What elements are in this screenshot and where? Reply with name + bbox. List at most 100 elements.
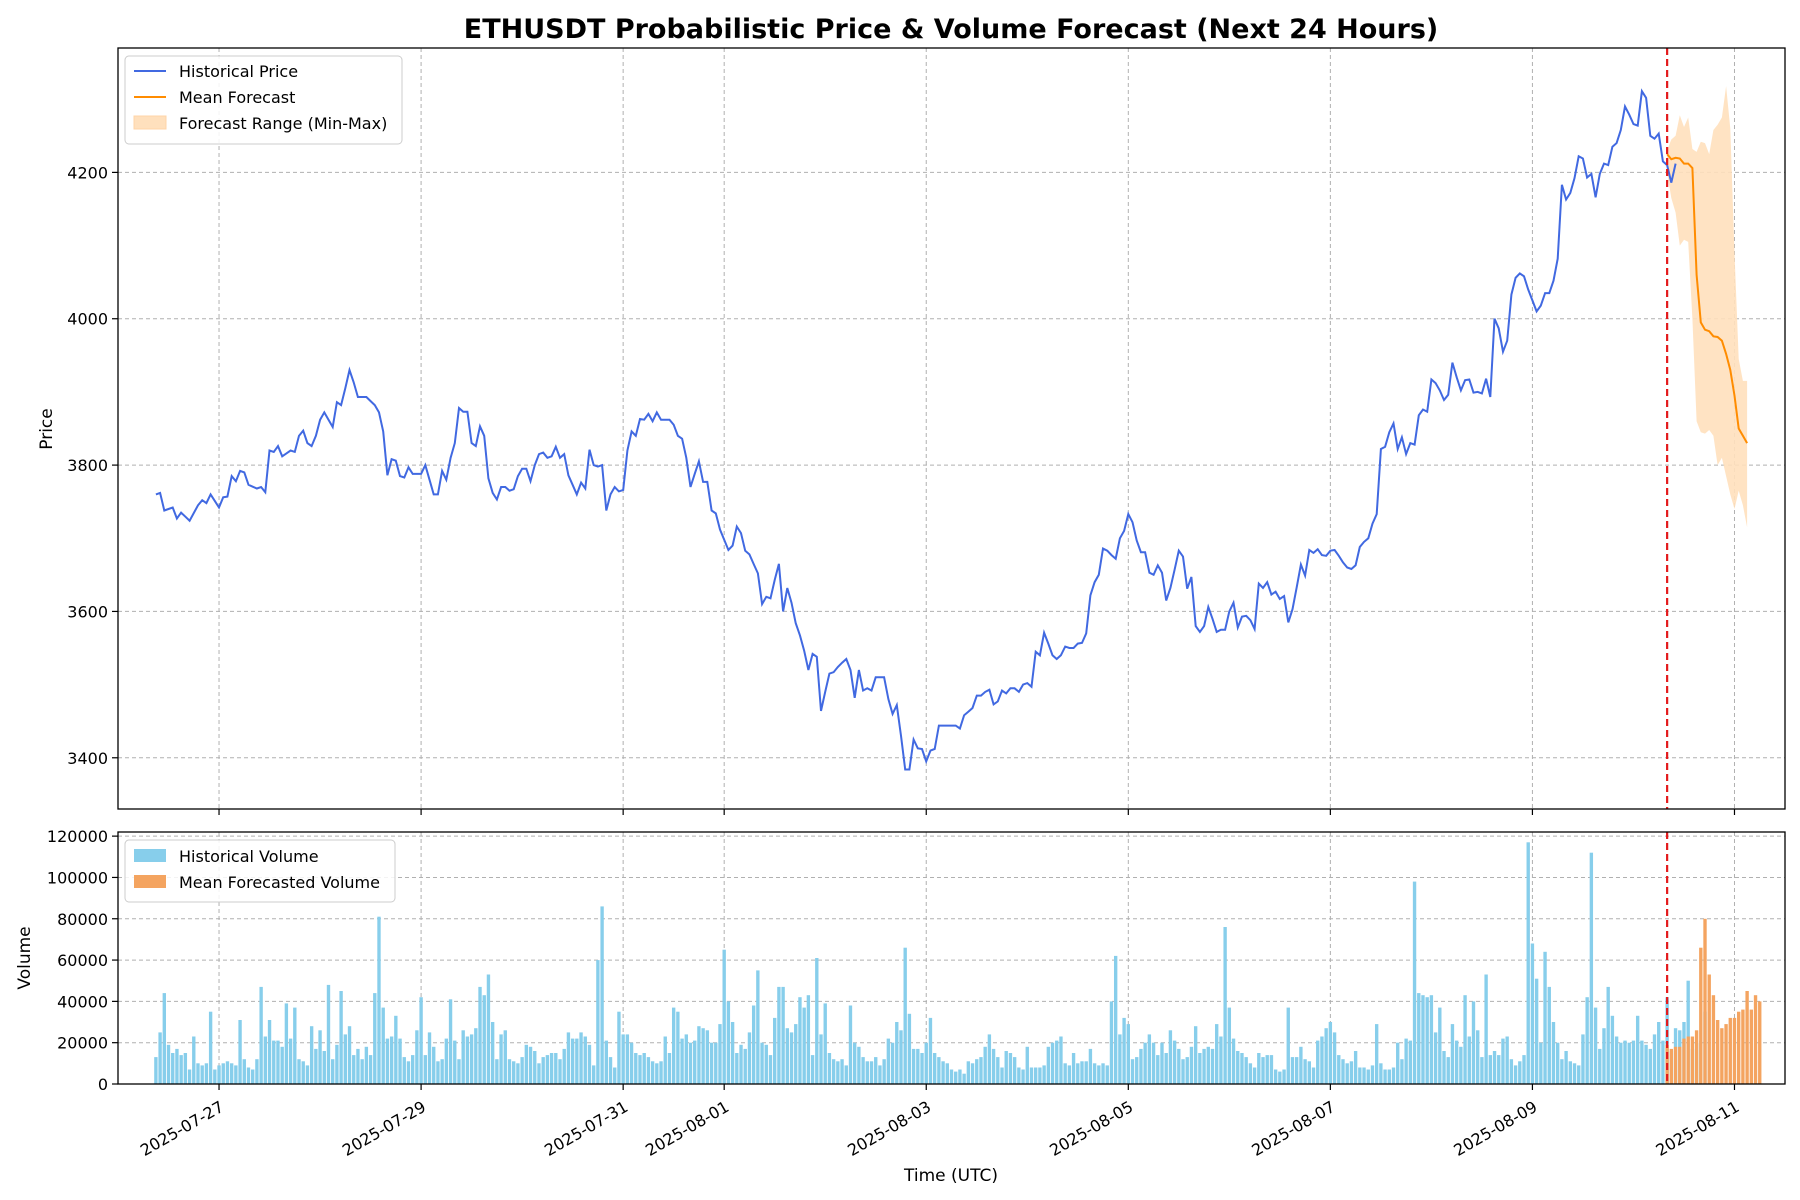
historical-volume-bar xyxy=(1080,1061,1084,1084)
historical-volume-bar xyxy=(1396,1042,1400,1084)
historical-volume-bar xyxy=(1227,1007,1232,1084)
historical-volume-bar xyxy=(1488,1055,1493,1084)
historical-volume-bar xyxy=(773,1017,777,1084)
historical-volume-bar xyxy=(596,960,600,1084)
price-x-ticks xyxy=(218,809,1736,815)
historical-volume-bar xyxy=(688,1042,693,1084)
forecast-range-band xyxy=(1667,86,1748,528)
historical-volume-bar xyxy=(743,1048,747,1084)
volume-bars xyxy=(154,842,1762,1084)
historical-volume-bar xyxy=(789,1032,794,1084)
historical-volume-bar xyxy=(592,1065,596,1084)
historical-volume-bar xyxy=(1034,1067,1038,1084)
historical-volume-bar xyxy=(1614,1036,1619,1084)
historical-volume-bar xyxy=(730,1022,735,1084)
historical-volume-bar xyxy=(1530,943,1535,1084)
historical-volume-bar xyxy=(533,1051,537,1084)
historical-volume-bar xyxy=(1421,995,1425,1084)
historical-volume-bar xyxy=(234,1065,238,1084)
historical-volume-bar xyxy=(1353,1051,1358,1084)
historical-volume-bar xyxy=(781,986,785,1084)
historical-volume-bar xyxy=(1160,1042,1164,1084)
forecast-volume-bar xyxy=(1720,1028,1724,1084)
historical-volume-bar xyxy=(221,1063,225,1084)
historical-volume-bar xyxy=(373,993,377,1084)
historical-volume-bar xyxy=(360,1059,364,1084)
x-tick-label: 2025-08-07 xyxy=(1248,1097,1338,1160)
historical-volume-bar xyxy=(1076,1063,1080,1084)
historical-volume-bar xyxy=(798,997,802,1084)
historical-volume-bar xyxy=(1113,955,1118,1084)
historical-volume-bar xyxy=(545,1055,550,1084)
historical-volume-bar xyxy=(1505,1036,1509,1084)
historical-volume-bar xyxy=(840,1059,844,1084)
historical-volume-bar xyxy=(1198,1053,1202,1084)
historical-volume-bar xyxy=(1202,1048,1206,1084)
historical-volume-bar xyxy=(1543,951,1547,1084)
volume-y-tick-label: 100000 xyxy=(47,868,108,887)
historical-volume-bar xyxy=(1231,1038,1236,1084)
historical-volume-bar xyxy=(1442,1051,1446,1084)
historical-volume-bar xyxy=(1265,1055,1269,1084)
historical-volume-bar xyxy=(751,1005,756,1084)
historical-volume-bar xyxy=(1261,1057,1265,1084)
historical-volume-bar xyxy=(671,1007,676,1084)
historical-volume-bar xyxy=(524,1044,529,1084)
historical-volume-bar xyxy=(684,1034,688,1084)
historical-volume-bar xyxy=(659,1061,663,1084)
historical-volume-bar xyxy=(1459,1046,1463,1084)
historical-volume-bar xyxy=(415,1030,419,1084)
historical-volume-bar xyxy=(1257,1053,1261,1084)
historical-volume-bar xyxy=(756,970,760,1084)
historical-volume-bar xyxy=(187,1069,192,1084)
historical-volume-bar xyxy=(1012,1057,1017,1084)
legend-forecast-range-label: Forecast Range (Min-Max) xyxy=(179,114,387,133)
historical-volume-bar xyxy=(1379,1063,1383,1084)
historical-volume-bar xyxy=(204,1063,209,1084)
x-tick-label: 2025-07-31 xyxy=(541,1097,631,1160)
historical-volume-bar xyxy=(1551,1022,1556,1084)
x-tick-label: 2025-07-29 xyxy=(339,1097,429,1160)
historical-volume-bar xyxy=(554,1053,558,1084)
historical-volume-bar xyxy=(440,1059,444,1084)
historical-volume-bar xyxy=(267,1020,272,1084)
historical-volume-bar xyxy=(945,1063,949,1084)
historical-volume-bar xyxy=(617,1011,621,1084)
historical-volume-bar xyxy=(1307,1061,1311,1084)
historical-volume-bar xyxy=(613,1067,617,1084)
historical-volume-bar xyxy=(1383,1069,1387,1084)
historical-volume-bar xyxy=(1623,1040,1627,1084)
historical-volume-bar xyxy=(1316,1040,1320,1084)
historical-volume-bar xyxy=(983,1046,987,1084)
historical-volume-bar xyxy=(958,1069,962,1084)
price-y-tick-label: 3800 xyxy=(67,456,108,475)
historical-volume-bar xyxy=(465,1036,470,1084)
forecast-volume-bar xyxy=(1724,1024,1728,1084)
volume-panel: 0 20000 40000 60000 80000 100000 120000 2025-0… xyxy=(15,827,1786,1186)
historical-volume-bar xyxy=(276,1040,280,1084)
historical-volume-bar xyxy=(381,1007,385,1084)
volume-legend-box xyxy=(124,839,396,903)
x-axis-label: Time (UTC) xyxy=(903,1166,998,1186)
historical-volume-bar xyxy=(246,1067,251,1084)
historical-volume-bar xyxy=(1417,993,1421,1084)
forecast-volume-bar xyxy=(1707,974,1711,1084)
historical-volume-bar xyxy=(402,1057,406,1084)
historical-volume-bar xyxy=(1534,978,1539,1084)
historical-volume-bar xyxy=(1581,1034,1585,1084)
historical-volume-bar xyxy=(158,1032,162,1084)
historical-volume-bar xyxy=(1029,1067,1034,1084)
historical-volume-bar xyxy=(621,1034,625,1084)
historical-volume-bar xyxy=(490,1022,495,1084)
historical-volume-bar xyxy=(1252,1067,1257,1084)
historical-volume-bar xyxy=(322,1051,326,1084)
historical-volume-bar xyxy=(634,1053,638,1084)
forecast-volume-bar xyxy=(1758,1001,1762,1084)
historical-volume-bar xyxy=(760,1042,764,1084)
historical-volume-bar xyxy=(1400,1059,1404,1084)
historical-volume-bar xyxy=(726,1001,731,1084)
historical-volume-bar xyxy=(335,1044,339,1084)
x-tick-label: 2025-08-03 xyxy=(844,1097,934,1160)
historical-volume-bar xyxy=(1290,1057,1295,1084)
